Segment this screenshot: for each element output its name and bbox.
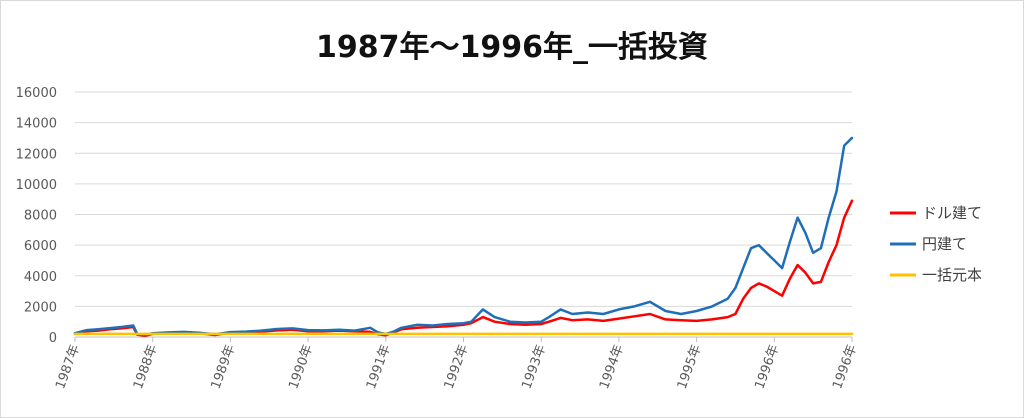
- y-tick-label: 14000: [16, 117, 57, 132]
- x-tick-label: 1990年: [286, 343, 316, 391]
- y-tick-label: 10000: [16, 178, 57, 193]
- y-tick-label: 4000: [24, 270, 57, 285]
- x-axis-ticks: 1987年 1988年 1989年 1990年 1991年 1992年 1993年 1994年…: [53, 337, 860, 391]
- y-tick-label: 2000: [24, 300, 57, 315]
- y-tick-label: 6000: [24, 239, 57, 254]
- x-tick-label: 1991年: [364, 343, 394, 391]
- y-axis-ticks: 0 2000 4000 6000 8000 10000 12000 14000 16000: [16, 86, 57, 346]
- x-tick-label: 1988年: [131, 343, 161, 391]
- y-tick-label: 8000: [24, 209, 57, 224]
- gridlines: [75, 91, 852, 338]
- y-tick-label: 16000: [16, 86, 57, 101]
- series-line-2: [73, 136, 854, 337]
- y-tick-label: 12000: [16, 147, 57, 162]
- x-tick-label: 1993年: [519, 343, 549, 391]
- series-line-1: [73, 199, 854, 338]
- x-tick-label: 1992年: [442, 343, 472, 391]
- x-tick-label: 1995年: [675, 343, 705, 391]
- x-tick-label: 1994年: [597, 343, 627, 391]
- x-tick-label: 1996年: [830, 343, 860, 391]
- series-lines: [73, 136, 854, 338]
- x-tick-label: 1996年: [752, 343, 782, 391]
- x-tick-label: 1987年: [53, 343, 83, 391]
- legend-label: 円建て: [922, 235, 967, 253]
- chart-title: 1987年～1996年_一括投資: [316, 30, 708, 65]
- y-tick-label: 0: [49, 331, 57, 346]
- legend-label: 一括元本: [922, 266, 982, 284]
- legend-label: ドル建て: [922, 204, 982, 222]
- x-tick-label: 1989年: [209, 343, 239, 391]
